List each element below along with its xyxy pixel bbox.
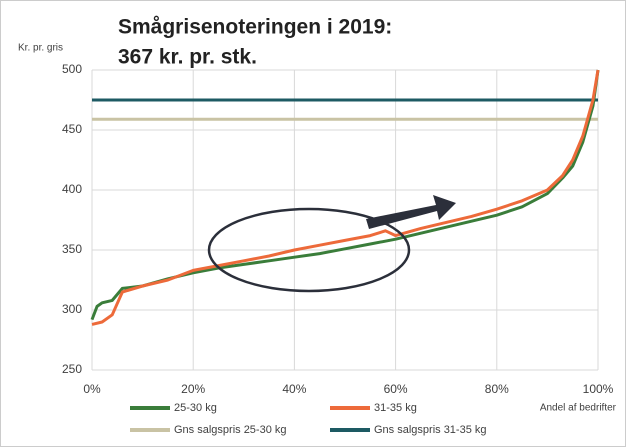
x-tick-label: 20% — [181, 382, 205, 396]
x-tick-label: 0% — [83, 382, 101, 396]
x-tick-label: 100% — [583, 382, 614, 396]
x-axis-label: Andel af bedrifter — [540, 403, 617, 414]
x-tick-label: 40% — [282, 382, 306, 396]
chart-title: 367 kr. pr. stk. — [118, 46, 257, 69]
x-tick-label: 60% — [384, 382, 408, 396]
y-tick-label: 250 — [62, 362, 82, 376]
series-line — [91, 69, 600, 326]
highlight-ellipse — [207, 207, 411, 293]
y-axis-label: Kr. pr. gris — [18, 43, 63, 54]
y-tick-label: 400 — [62, 182, 82, 196]
legend-label: 31-35 kg — [374, 402, 417, 414]
y-tick-label: 350 — [62, 242, 82, 256]
lines — [90, 69, 600, 326]
series-line — [90, 69, 600, 321]
y-tick-label: 500 — [62, 62, 82, 76]
arrow — [366, 195, 456, 229]
grid: 250 300 350 400 450 500 0% 20% 40% 60% 80% 100% — [62, 62, 614, 396]
legend-label: 25-30 kg — [174, 402, 217, 414]
y-tick-label: 300 — [62, 302, 82, 316]
x-tick-label: 80% — [485, 382, 509, 396]
legend-label: Gns salgspris 25-30 kg — [174, 424, 287, 436]
legend: 25-30 kg 31-35 kg Gns salgspris 25-30 kg Gn… — [130, 402, 487, 436]
chart-title: Smågrisenoteringen i 2019: — [118, 16, 392, 39]
legend-label: Gns salgspris 31-35 kg — [374, 424, 487, 436]
y-tick-label: 450 — [62, 122, 82, 136]
